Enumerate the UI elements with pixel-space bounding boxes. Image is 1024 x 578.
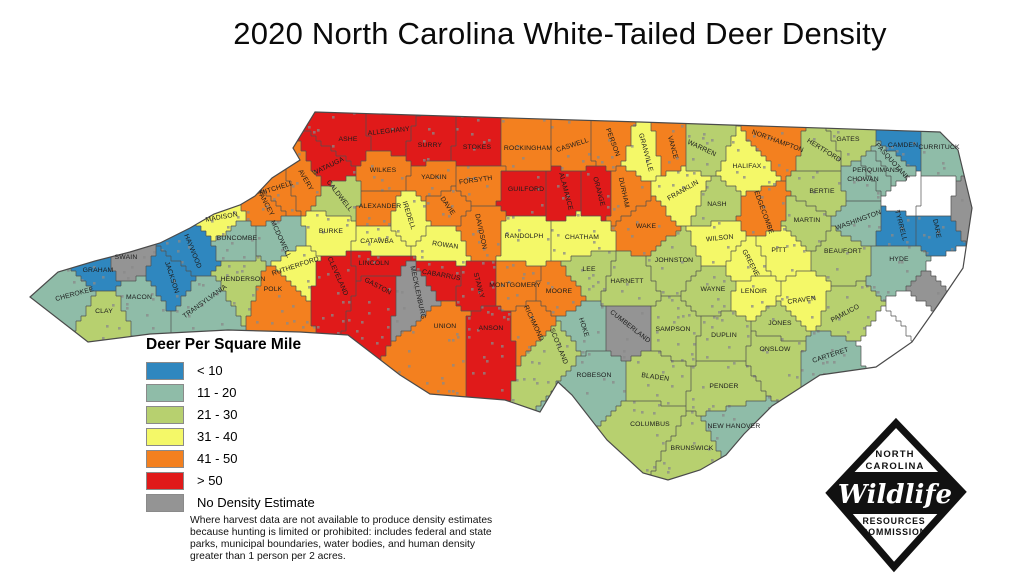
county-label-columbus: COLUMBUS [630, 421, 670, 428]
county-label-swain: SWAIN [115, 254, 138, 261]
legend-rows: < 10 11 - 20 21 - 30 31 - 40 41 - 50 > 50 No D… [146, 361, 516, 512]
county-label-wake: WAKE [636, 223, 657, 230]
county-label-forsyth: FORSYTH [459, 175, 493, 187]
county-label-gates: GATES [836, 136, 860, 143]
logo-text-commission: COMMISSION [861, 527, 927, 537]
legend-item-b21_30: 21 - 30 [146, 405, 516, 424]
legend-label-none: No Density Estimate [197, 495, 315, 510]
county-label-ashe: ASHE [338, 136, 357, 143]
county-label-jones: JONES [768, 320, 792, 327]
county-label-henderson: HENDERSON [221, 276, 266, 283]
county-label-lincoln: LINCOLN [359, 260, 390, 267]
county-label-johnston: JOHNSTON [655, 257, 693, 264]
legend-swatch-b11_20 [146, 383, 184, 402]
legend-label-lt10: < 10 [197, 363, 223, 378]
county-label-chatham: CHATHAM [565, 234, 599, 241]
logo-text-north: NORTH [875, 449, 914, 460]
county-label-martin: MARTIN [794, 217, 821, 224]
county-label-wayne: WAYNE [701, 286, 726, 293]
county-label-currituck: CURRITUCK [918, 144, 960, 151]
page-title: 2020 North Carolina White-Tailed Deer De… [233, 16, 887, 51]
county-label-new-hanover: NEW HANOVER [707, 423, 760, 430]
legend-swatch-gt50 [146, 471, 184, 490]
county-label-nash: NASH [707, 201, 726, 208]
county-label-yadkin: YADKIN [421, 174, 447, 181]
logo-text-resources: RESOURCES [863, 516, 926, 526]
legend-label-b21_30: 21 - 30 [197, 407, 238, 422]
legend-swatch-b31_40 [146, 427, 184, 446]
county-label-polk: POLK [264, 286, 283, 293]
legend-swatch-b41_50 [146, 449, 184, 468]
county-label-alleghany: ALLEGHANY [368, 126, 411, 137]
legend-item-lt10: < 10 [146, 361, 516, 380]
legend-item-b41_50: 41 - 50 [146, 449, 516, 468]
county-label-union: UNION [434, 323, 457, 330]
county-label-macon: MACON [126, 294, 152, 301]
county-label-robeson: ROBESON [576, 372, 611, 379]
logo-text-wildlife: Wildlife [838, 480, 952, 510]
county-label-catawba: CATAWBA [360, 238, 394, 245]
county-label-pender: PENDER [709, 383, 738, 390]
county-label-rowan: ROWAN [432, 240, 459, 251]
county-label-craven: CRAVEN [787, 295, 816, 306]
county-label-wilkes: WILKES [370, 167, 397, 174]
county-label-randolph: RANDOLPH [505, 233, 544, 240]
county-label-montgomery: MONTGOMERY [489, 282, 541, 289]
county-label-anson: ANSON [479, 325, 504, 332]
legend-item-gt50: > 50 [146, 471, 516, 490]
legend-swatch-lt10 [146, 361, 184, 380]
county-label-dare: DARE [931, 218, 942, 239]
county-label-graham: GRAHAM [83, 267, 114, 274]
county-label-bladen: BLADEN [641, 372, 670, 383]
legend-label-b31_40: 31 - 40 [197, 429, 238, 444]
legend-swatch-b21_30 [146, 405, 184, 424]
county-label-stokes: STOKES [463, 144, 492, 151]
state-outline [29, 111, 973, 481]
county-label-onslow: ONSLOW [759, 346, 791, 353]
legend-label-b11_20: 11 - 20 [197, 385, 237, 400]
ncwrc-logo: NORTH CAROLINA Wildlife RESOURCES COMMIS… [825, 417, 967, 573]
legend-title: Deer Per Square Mile [146, 336, 302, 353]
legend: Deer Per Square Mile < 10 11 - 20 21 - 30 3… [146, 336, 516, 564]
legend-footnote: Where harvest data are not available to … [190, 515, 493, 563]
legend-swatch-none [146, 493, 184, 512]
legend-item-none: No Density Estimate [146, 493, 516, 512]
county-label-halifax: HALIFAX [732, 163, 761, 170]
county-label-surry: SURRY [418, 142, 443, 149]
county-label-buncombe: BUNCOMBE [217, 235, 258, 242]
county-label-rockingham: ROCKINGHAM [504, 145, 553, 152]
county-label-harnett: HARNETT [610, 278, 643, 285]
county-label-perquimans: PERQUIMANS [852, 167, 900, 174]
county-label-pitt: PITT [771, 247, 786, 254]
county-label-moore: MOORE [546, 288, 573, 295]
county-label-wilson: WILSON [706, 234, 734, 244]
county-label-camden: CAMDEN [888, 142, 918, 149]
county-label-bertie: BERTIE [809, 188, 835, 195]
legend-label-gt50: > 50 [197, 473, 223, 488]
county-label-duplin: DUPLIN [711, 332, 737, 339]
county-label-sampson: SAMPSON [655, 326, 690, 333]
county-label-chowan: CHOWAN [847, 176, 879, 183]
county-label-burke: BURKE [319, 228, 343, 235]
county-label-lenoir: LENOIR [741, 288, 767, 295]
county-label-clay: CLAY [95, 308, 113, 315]
county-label-brunswick: BRUNSWICK [671, 445, 714, 452]
county-label-beaufort: BEAUFORT [824, 248, 862, 255]
county-label-alexander: ALEXANDER [359, 203, 402, 210]
legend-item-b31_40: 31 - 40 [146, 427, 516, 446]
county-label-guilford: GUILFORD [508, 186, 544, 193]
logo-text-carolina: CAROLINA [866, 461, 925, 472]
county-label-hyde: HYDE [889, 256, 909, 263]
legend-label-b41_50: 41 - 50 [197, 451, 238, 466]
logo-band [830, 472, 962, 514]
county-label-lee: LEE [582, 266, 596, 273]
legend-item-b11_20: 11 - 20 [146, 383, 516, 402]
